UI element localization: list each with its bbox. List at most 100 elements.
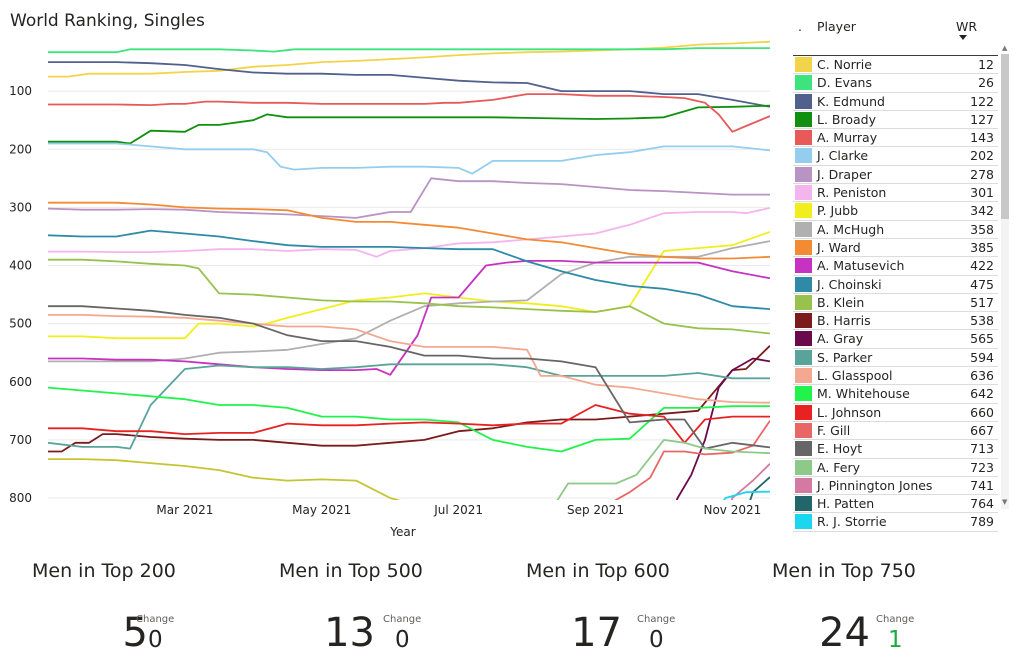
scrollbar-thumb[interactable] [1001, 54, 1009, 219]
series-line[interactable] [48, 93, 770, 133]
ranking-line-chart: 100 200 300 400 500 600 700 800 Mar 2021 May 202… [9, 40, 770, 546]
color-swatch [795, 203, 812, 219]
player-wr: 764 [970, 496, 994, 512]
series-line[interactable] [48, 61, 770, 108]
table-row[interactable]: L. Broady 127 [793, 111, 998, 130]
color-swatch [795, 386, 812, 402]
table-row[interactable]: J. Clarke 202 [793, 147, 998, 166]
player-name: J. Ward [817, 239, 861, 255]
series-line[interactable] [48, 201, 770, 260]
color-swatch [795, 166, 812, 182]
series-line[interactable] [48, 313, 770, 404]
column-header-wr[interactable]: WR [956, 19, 978, 34]
series-line[interactable] [719, 463, 770, 539]
table-row[interactable]: C. Norrie 12 [793, 56, 998, 75]
player-name: S. Parker [817, 349, 873, 365]
player-wr: 385 [970, 239, 994, 255]
player-name: L. Glasspool [817, 368, 893, 384]
table-row[interactable]: A. Gray 565 [793, 330, 998, 349]
player-wr: 636 [970, 368, 994, 384]
color-swatch [795, 331, 812, 347]
x-tick-label: May 2021 [292, 503, 351, 517]
table-row[interactable]: H. Patten 764 [793, 495, 998, 514]
column-header-player[interactable]: Player [817, 19, 856, 34]
series-line[interactable] [705, 490, 770, 527]
player-name: B. Harris [817, 313, 871, 329]
player-wr: 127 [970, 111, 994, 127]
player-wr: 713 [970, 441, 994, 457]
table-row[interactable]: B. Harris 538 [793, 312, 998, 331]
color-swatch [795, 441, 812, 457]
player-wr: 143 [970, 130, 994, 146]
series-line[interactable] [48, 363, 770, 450]
player-name: A. Murray [817, 130, 878, 146]
series-line[interactable] [48, 404, 770, 444]
color-swatch [795, 75, 812, 91]
table-row[interactable]: J. Ward 385 [793, 239, 998, 258]
table-header: . Player WR [793, 14, 1011, 44]
scroll-down-icon[interactable]: ▼ [1002, 498, 1008, 506]
table-scrollbar[interactable] [1001, 54, 1009, 509]
series-line[interactable] [48, 229, 770, 310]
series-line[interactable] [48, 258, 770, 335]
series-line[interactable] [609, 357, 770, 546]
table-row[interactable]: E. Hoyt 713 [793, 440, 998, 459]
series-line[interactable] [48, 240, 770, 363]
player-name: J. Clarke [817, 148, 869, 164]
series-line[interactable] [48, 47, 770, 54]
color-swatch [795, 477, 812, 493]
table-row[interactable]: R. J. Storrie 789 [793, 513, 998, 532]
table-row[interactable]: L. Glasspool 636 [793, 367, 998, 386]
color-swatch [795, 276, 812, 292]
y-tick-label: 600 [9, 375, 32, 389]
series-line[interactable] [48, 305, 770, 450]
x-axis-label: Year [389, 525, 415, 539]
y-tick-label: 700 [9, 433, 32, 447]
table-row[interactable]: M. Whitehouse 642 [793, 385, 998, 404]
kpi-value: 5 [122, 610, 148, 656]
player-wr: 475 [970, 276, 994, 292]
series-line[interactable] [48, 104, 770, 145]
table-row[interactable]: J. Pinnington Jones 741 [793, 477, 998, 496]
series-lines [48, 40, 770, 546]
player-name: H. Patten [817, 496, 875, 512]
series-line[interactable] [48, 142, 770, 175]
table-row[interactable]: J. Draper 278 [793, 166, 998, 185]
table-row[interactable]: D. Evans 26 [793, 74, 998, 93]
table-row[interactable]: P. Jubb 342 [793, 202, 998, 221]
player-wr: 342 [970, 203, 994, 219]
y-tick-label: 800 [9, 491, 32, 505]
table-row[interactable]: K. Edmund 122 [793, 93, 998, 111]
color-swatch [795, 368, 812, 384]
series-line[interactable] [548, 438, 770, 516]
color-swatch [795, 57, 812, 72]
series-line[interactable] [48, 386, 770, 453]
table-row[interactable]: A. McHugh 358 [793, 221, 998, 239]
kpi-label: Men in Top 600 [526, 560, 670, 582]
series-line[interactable] [609, 420, 770, 504]
series-line[interactable] [48, 458, 411, 504]
table-row[interactable]: B. Klein 517 [793, 294, 998, 313]
series-line[interactable] [48, 259, 770, 376]
scroll-up-icon[interactable]: ▲ [1002, 44, 1008, 52]
table-row[interactable]: J. Choinski 475 [793, 276, 998, 294]
sort-descending-icon[interactable] [959, 35, 967, 40]
table-row[interactable]: L. Johnson 660 [793, 404, 998, 422]
series-line[interactable] [48, 40, 770, 78]
player-name: A. Matusevich [817, 258, 905, 274]
table-row[interactable]: R. Peniston 301 [793, 184, 998, 203]
table-row[interactable]: S. Parker 594 [793, 349, 998, 368]
player-name: A. Gray [817, 331, 864, 347]
series-line[interactable] [48, 230, 770, 340]
series-line[interactable] [48, 177, 770, 219]
table-row[interactable]: A. Murray 143 [793, 129, 998, 148]
table-row[interactable]: A. Matusevich 422 [793, 257, 998, 276]
player-name: C. Norrie [817, 57, 872, 72]
kpi-label: Men in Top 750 [772, 560, 916, 582]
series-line[interactable] [48, 207, 770, 258]
table-row[interactable]: F. Gill 667 [793, 422, 998, 441]
table-row[interactable]: A. Fery 723 [793, 459, 998, 477]
player-wr: 594 [970, 349, 994, 365]
header-marker: . [798, 19, 802, 34]
player-wr: 26 [978, 75, 994, 91]
